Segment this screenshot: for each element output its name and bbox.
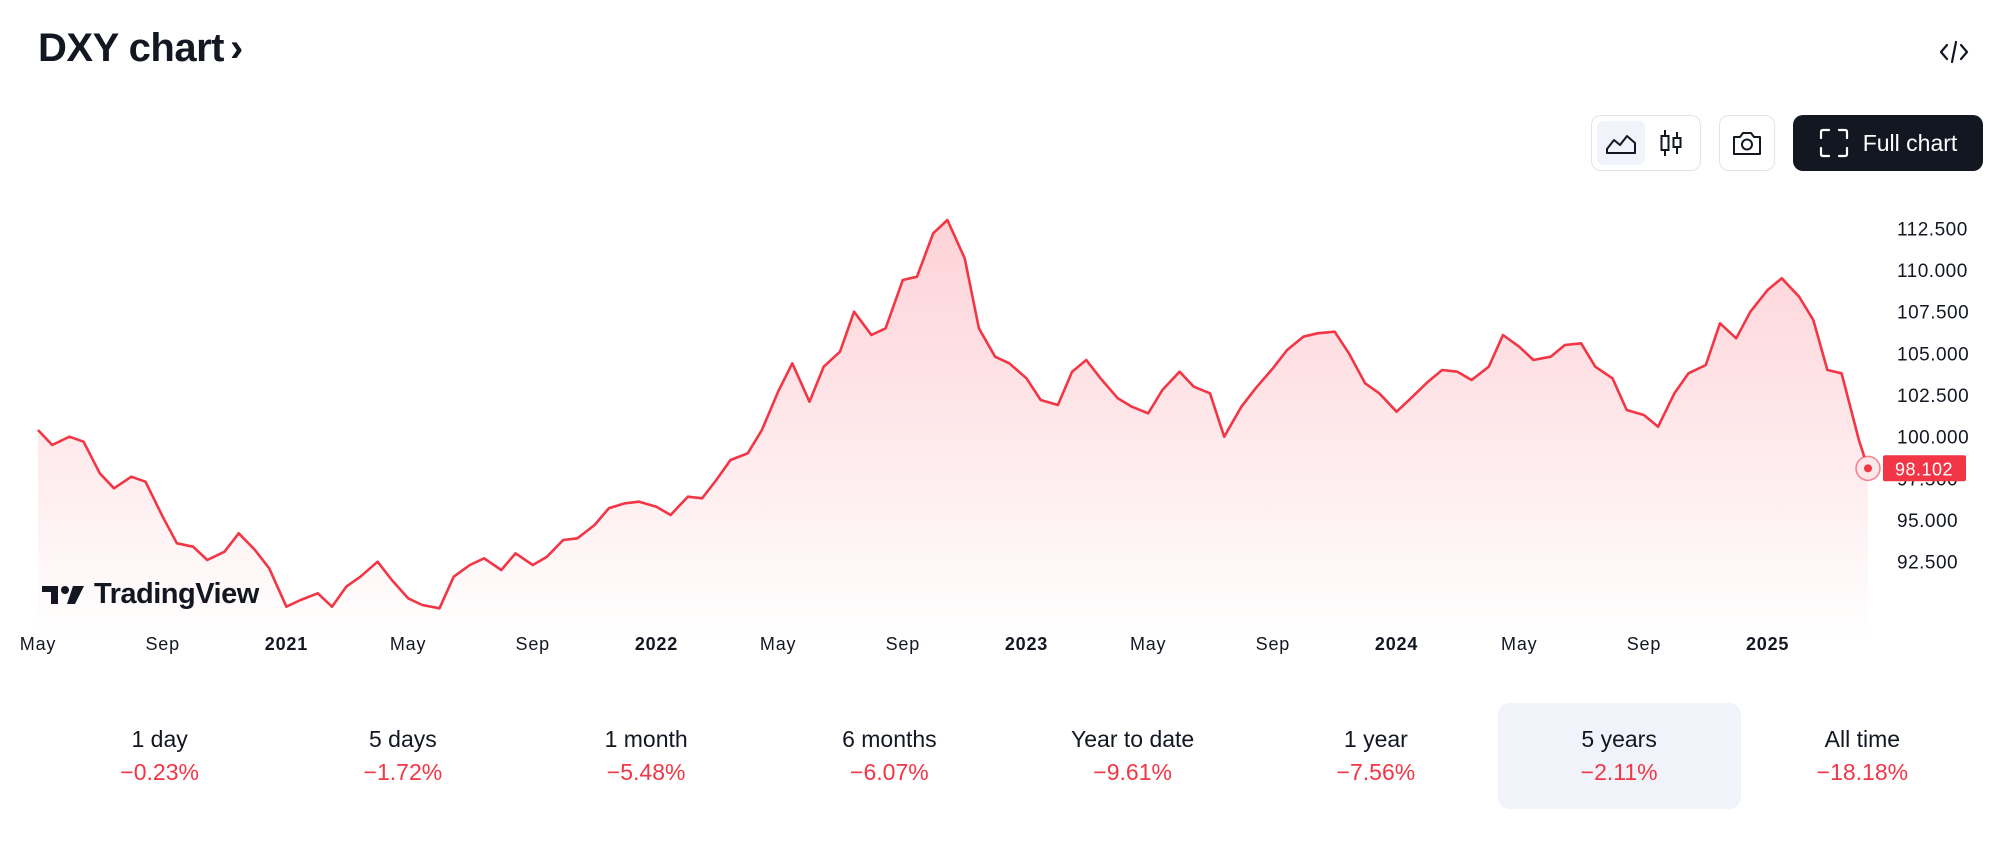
period-change: −18.18% [1816, 759, 1909, 785]
area-chart-button[interactable] [1597, 121, 1645, 165]
last-price-badge [1883, 455, 1966, 482]
price-area-fill [38, 220, 1868, 640]
x-tick-label: 2021 [265, 634, 308, 654]
y-tick-label: 102.500 [1897, 386, 1969, 407]
period-button[interactable]: 5 days −1.72% [281, 703, 524, 809]
x-tick-label: 2022 [635, 634, 678, 654]
y-tick-label: 100.000 [1897, 428, 1969, 449]
period-label: 1 month [604, 726, 688, 752]
candlestick-chart-button[interactable] [1647, 121, 1695, 165]
period-change: −1.72% [363, 759, 443, 785]
period-change: −9.61% [1093, 759, 1172, 785]
candlestick-icon [1660, 130, 1682, 156]
price-chart[interactable]: 92.50095.00097.500100.000102.500105.0001… [0, 190, 2000, 670]
fullscreen-icon [1819, 128, 1848, 158]
period-label: Year to date [1071, 726, 1195, 752]
chart-type-toggle [1591, 115, 1701, 171]
embed-code-button[interactable] [1932, 30, 1976, 74]
y-tick-label: 110.000 [1897, 261, 1968, 282]
period-button[interactable]: All time −18.18% [1741, 703, 1984, 809]
y-tick-label: 105.000 [1897, 344, 1969, 365]
x-tick-label: May [390, 634, 426, 654]
period-selector: 1 day −0.23% 5 days −1.72% 1 month −5.48% 6 mo… [38, 703, 1984, 809]
period-button[interactable]: 1 year −7.56% [1254, 703, 1497, 809]
x-tick-label: Sep [1627, 634, 1661, 654]
page-title: DXY chart [38, 26, 224, 70]
x-tick-label: Sep [886, 634, 920, 654]
period-change: −6.07% [850, 759, 929, 785]
tradingview-logo: TradingView [40, 578, 259, 611]
period-button[interactable]: 5 years −2.11% [1497, 703, 1741, 809]
period-button[interactable]: Year to date −9.61% [1011, 703, 1254, 809]
y-tick-label: 112.500 [1897, 219, 1968, 240]
period-change: −5.48% [606, 759, 686, 785]
y-tick-label: 95.000 [1897, 511, 1958, 532]
period-button[interactable]: 6 months −6.07% [768, 703, 1011, 809]
y-tick-label: 92.500 [1897, 553, 1958, 574]
period-change: −2.11% [1580, 759, 1658, 785]
x-tick-label: Sep [516, 634, 550, 654]
period-label: All time [1824, 726, 1901, 752]
full-chart-button[interactable]: Full chart [1793, 115, 1983, 171]
x-tick-label: Sep [145, 634, 179, 654]
chevron-right-icon: › [229, 26, 243, 70]
last-price-dot [1864, 464, 1872, 473]
y-tick-label: 107.500 [1897, 303, 1969, 324]
x-tick-label: May [20, 634, 56, 654]
code-embed-icon [1939, 40, 1969, 64]
period-change: −7.56% [1336, 759, 1416, 785]
period-label: 5 years [1581, 726, 1657, 752]
full-chart-label: Full chart [1862, 129, 1958, 156]
x-tick-label: Sep [1256, 634, 1290, 654]
x-tick-label: May [1501, 634, 1537, 654]
area-chart-icon [1606, 135, 1636, 154]
tradingview-logo-icon [42, 585, 84, 604]
camera-icon [1733, 132, 1761, 155]
period-label: 1 day [131, 726, 188, 752]
period-change: −0.23% [120, 759, 199, 785]
x-tick-label: May [760, 634, 796, 654]
period-label: 6 months [842, 726, 937, 752]
period-button[interactable]: 1 month −5.48% [525, 703, 768, 809]
price-line [37, 218, 1870, 610]
x-tick-label: 2023 [1005, 634, 1048, 654]
period-label: 1 year [1343, 726, 1408, 752]
x-tick-label: 2024 [1375, 634, 1418, 654]
period-label: 5 days [368, 726, 437, 752]
last-price-label: 98.102 [1895, 459, 1953, 479]
chart-title-link[interactable]: DXY chart › [38, 26, 243, 71]
period-button[interactable]: 1 day −0.23% [38, 703, 281, 809]
x-tick-label: 2025 [1746, 634, 1789, 654]
x-tick-label: May [1130, 634, 1166, 654]
snapshot-button[interactable] [1719, 115, 1775, 171]
logo-text: TradingView [94, 578, 259, 610]
